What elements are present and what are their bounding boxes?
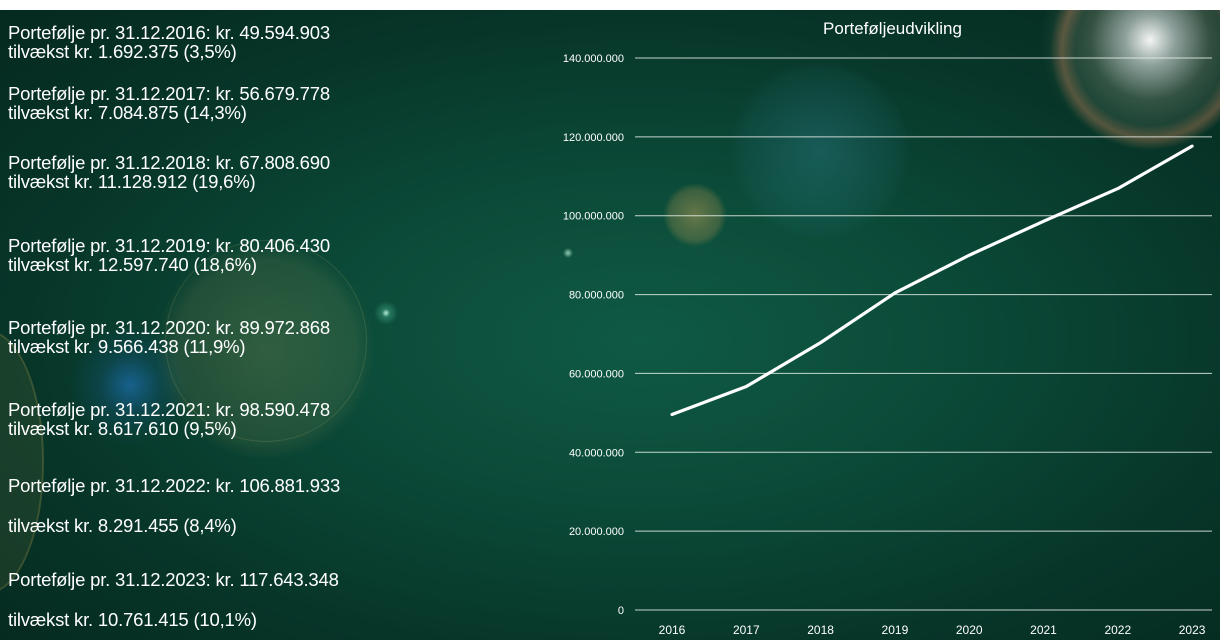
stat-growth-line: tilvækst kr. 8.617.610 (9,5%) bbox=[8, 418, 237, 439]
data-point-2021 bbox=[1042, 220, 1045, 223]
data-point-2017 bbox=[745, 385, 748, 388]
stat-growth-line: tilvækst kr. 1.692.375 (3,5%) bbox=[8, 41, 237, 62]
stat-entry-2022: Portefølje pr. 31.12.2022: kr. 106.881.9… bbox=[8, 466, 340, 546]
stat-entry-2019: Portefølje pr. 31.12.2019: kr. 80.406.43… bbox=[8, 236, 330, 274]
chart-title: Porteføljeudvikling bbox=[823, 19, 962, 38]
y-tick-label: 20.000.000 bbox=[569, 526, 624, 538]
stat-growth-line: tilvækst kr. 9.566.438 (11,9%) bbox=[8, 336, 246, 357]
portfolio-line-chart: 0 20.000.000 40.000.000 60.000.000 80.000.00… bbox=[563, 53, 1212, 637]
x-tick-label: 2018 bbox=[807, 623, 834, 637]
y-tick-label: 60.000.000 bbox=[569, 368, 624, 380]
stat-growth-line: tilvækst kr. 7.084.875 (14,3%) bbox=[8, 102, 247, 123]
data-point-2018 bbox=[819, 341, 822, 344]
stat-entry-2017: Portefølje pr. 31.12.2017: kr. 56.679.77… bbox=[8, 84, 330, 122]
stat-growth-line: tilvækst kr. 10.761.415 (10,1%) bbox=[8, 609, 257, 630]
y-tick-label: 100.000.000 bbox=[563, 211, 624, 223]
x-tick-label: 2020 bbox=[956, 623, 983, 637]
stat-portfolio-line: Portefølje pr. 31.12.2020: kr. 89.972.86… bbox=[8, 317, 330, 338]
series-line bbox=[670, 144, 1194, 417]
stat-entry-2021: Portefølje pr. 31.12.2021: kr. 98.590.47… bbox=[8, 400, 330, 438]
y-tick-label: 0 bbox=[618, 605, 624, 617]
stat-portfolio-line: Portefølje pr. 31.12.2021: kr. 98.590.47… bbox=[8, 399, 330, 420]
y-tick-label: 140.000.000 bbox=[563, 53, 624, 65]
stat-portfolio-line: Portefølje pr. 31.12.2019: kr. 80.406.43… bbox=[8, 235, 330, 256]
stat-entry-2016: Portefølje pr. 31.12.2016: kr. 49.594.90… bbox=[8, 23, 330, 61]
stat-entry-2023: Portefølje pr. 31.12.2023: kr. 117.643.3… bbox=[8, 560, 339, 640]
data-point-2016 bbox=[671, 413, 674, 416]
x-tick-label: 2017 bbox=[733, 623, 760, 637]
stat-entry-2020: Portefølje pr. 31.12.2020: kr. 89.972.86… bbox=[8, 318, 330, 356]
stat-growth-line: tilvækst kr. 11.128.912 (19,6%) bbox=[8, 171, 256, 192]
x-tick-label: 2023 bbox=[1179, 623, 1206, 637]
data-point-2020 bbox=[968, 254, 971, 257]
data-point-2022 bbox=[1116, 187, 1119, 190]
slide-background: Portefølje pr. 31.12.2016: kr. 49.594.90… bbox=[0, 10, 1220, 640]
stat-growth-line: tilvækst kr. 8.291.455 (8,4%) bbox=[8, 515, 237, 536]
y-tick-label: 120.000.000 bbox=[563, 132, 624, 144]
x-tick-label: 2022 bbox=[1104, 623, 1131, 637]
stat-portfolio-line: Portefølje pr. 31.12.2017: kr. 56.679.77… bbox=[8, 83, 330, 104]
x-tick-label: 2019 bbox=[882, 623, 909, 637]
stat-portfolio-line: Portefølje pr. 31.12.2018: kr. 67.808.69… bbox=[8, 152, 330, 173]
data-point-2019 bbox=[893, 291, 896, 294]
stat-growth-line: tilvækst kr. 12.597.740 (18,6%) bbox=[8, 254, 257, 275]
y-tick-label: 40.000.000 bbox=[569, 447, 624, 459]
stat-portfolio-line: Portefølje pr. 31.12.2016: kr. 49.594.90… bbox=[8, 22, 330, 43]
portfolio-stats-list: Portefølje pr. 31.12.2016: kr. 49.594.90… bbox=[8, 10, 528, 640]
data-point-2023 bbox=[1191, 145, 1194, 148]
stat-portfolio-line: Portefølje pr. 31.12.2022: kr. 106.881.9… bbox=[8, 475, 341, 496]
x-tick-label: 2016 bbox=[659, 623, 686, 637]
stat-portfolio-line: Portefølje pr. 31.12.2023: kr. 117.643.3… bbox=[8, 569, 339, 590]
y-tick-label: 80.000.000 bbox=[569, 290, 624, 302]
stat-entry-2018: Portefølje pr. 31.12.2018: kr. 67.808.69… bbox=[8, 153, 330, 191]
x-tick-label: 2021 bbox=[1030, 623, 1057, 637]
